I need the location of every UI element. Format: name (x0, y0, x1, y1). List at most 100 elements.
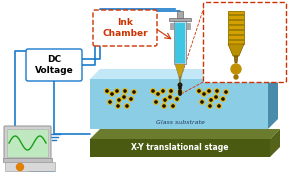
Circle shape (108, 100, 112, 104)
Circle shape (209, 98, 213, 102)
Circle shape (179, 91, 181, 93)
Circle shape (221, 97, 225, 101)
Circle shape (129, 97, 133, 101)
Circle shape (170, 90, 172, 92)
Polygon shape (175, 64, 185, 77)
Circle shape (106, 90, 108, 92)
FancyBboxPatch shape (203, 2, 287, 83)
Circle shape (208, 104, 212, 108)
Polygon shape (228, 44, 244, 56)
Circle shape (126, 105, 128, 107)
Circle shape (175, 97, 179, 101)
Polygon shape (268, 69, 278, 129)
Text: DC
Voltage: DC Voltage (35, 55, 73, 75)
Circle shape (169, 89, 173, 93)
Text: Glass substrate: Glass substrate (156, 121, 205, 125)
Bar (7, 129, 48, 157)
Circle shape (132, 90, 136, 94)
Bar (228, 34, 244, 36)
Bar (170, 23, 174, 29)
Circle shape (110, 92, 114, 96)
FancyBboxPatch shape (4, 126, 51, 160)
Circle shape (155, 101, 157, 103)
Circle shape (117, 105, 119, 107)
Bar (228, 29, 244, 31)
Circle shape (116, 104, 120, 108)
Bar (228, 24, 244, 26)
Circle shape (171, 104, 175, 108)
Bar (5, 162, 55, 171)
Circle shape (163, 98, 167, 102)
Circle shape (178, 90, 182, 94)
Circle shape (208, 90, 210, 92)
Circle shape (122, 95, 126, 99)
Polygon shape (90, 129, 280, 139)
Circle shape (124, 90, 126, 92)
Polygon shape (90, 139, 270, 157)
Polygon shape (179, 77, 181, 83)
Bar (228, 11, 244, 44)
Polygon shape (270, 129, 280, 157)
Circle shape (164, 99, 166, 101)
Circle shape (202, 92, 206, 96)
Circle shape (109, 101, 111, 103)
Circle shape (203, 93, 205, 95)
Circle shape (168, 95, 172, 99)
Circle shape (216, 90, 218, 92)
Circle shape (169, 96, 171, 98)
Circle shape (179, 93, 181, 95)
Circle shape (201, 101, 203, 103)
Circle shape (162, 104, 166, 108)
Circle shape (116, 90, 118, 92)
Bar (228, 39, 244, 41)
Bar (186, 23, 190, 29)
Bar (169, 18, 191, 21)
Circle shape (222, 98, 224, 100)
Circle shape (176, 98, 178, 100)
Circle shape (161, 89, 165, 93)
Circle shape (117, 98, 121, 102)
Circle shape (125, 104, 129, 108)
Circle shape (130, 98, 132, 100)
Circle shape (133, 91, 135, 93)
Circle shape (179, 87, 181, 89)
Circle shape (224, 90, 228, 94)
Circle shape (215, 89, 219, 93)
Circle shape (225, 91, 227, 93)
Circle shape (179, 90, 181, 92)
Circle shape (115, 89, 119, 93)
Circle shape (157, 93, 159, 95)
Bar (228, 19, 244, 21)
Circle shape (200, 100, 204, 104)
Circle shape (105, 89, 109, 93)
Polygon shape (234, 56, 238, 63)
Bar (228, 14, 244, 16)
Circle shape (156, 92, 160, 96)
Circle shape (197, 89, 201, 93)
Bar (175, 23, 185, 63)
Bar (3, 158, 52, 162)
FancyBboxPatch shape (93, 10, 157, 46)
Circle shape (172, 105, 174, 107)
Circle shape (214, 95, 218, 99)
Circle shape (218, 105, 220, 107)
Circle shape (215, 96, 217, 98)
Circle shape (178, 83, 182, 87)
Circle shape (210, 99, 212, 101)
Circle shape (217, 104, 221, 108)
Circle shape (198, 90, 200, 92)
Circle shape (123, 89, 127, 93)
Circle shape (163, 105, 165, 107)
Circle shape (154, 100, 158, 104)
Polygon shape (90, 69, 278, 79)
Text: X-Y translational stage: X-Y translational stage (131, 143, 229, 153)
Circle shape (209, 105, 211, 107)
Circle shape (123, 96, 125, 98)
Circle shape (17, 163, 24, 170)
Circle shape (118, 99, 120, 101)
Circle shape (207, 89, 211, 93)
Circle shape (111, 93, 113, 95)
Circle shape (152, 90, 154, 92)
Text: Ink
Chamber: Ink Chamber (102, 18, 148, 38)
Circle shape (151, 89, 155, 93)
